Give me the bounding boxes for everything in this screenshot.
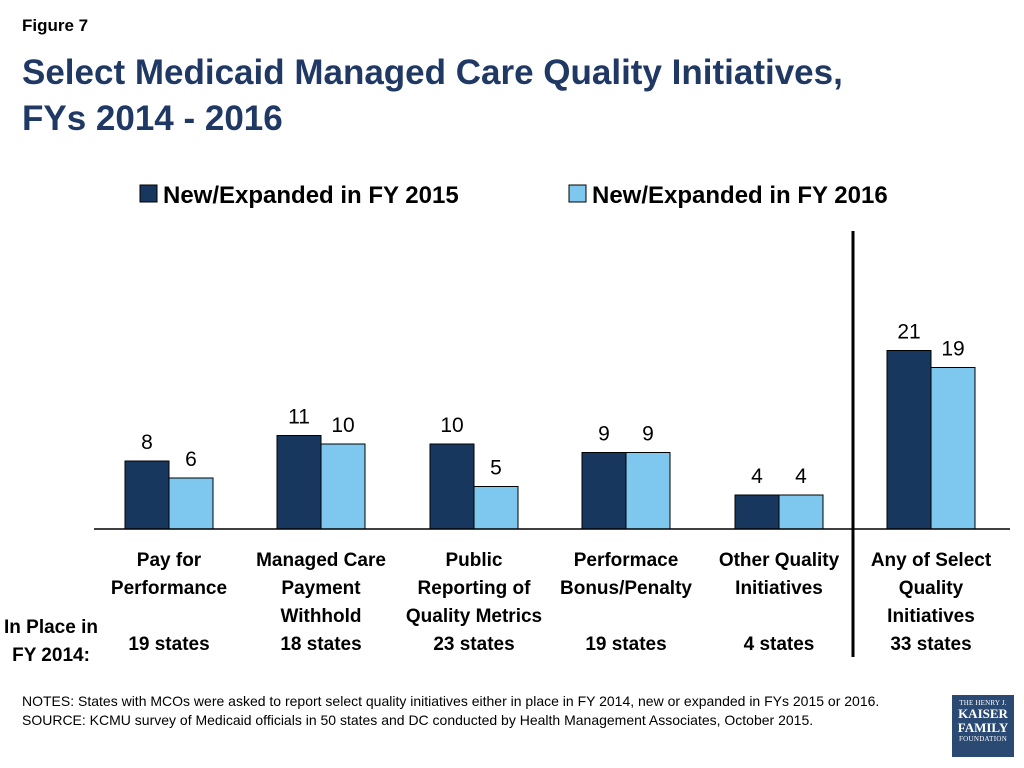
bar-s1-c5	[734, 494, 780, 530]
category-label-c2-l2: Payment	[281, 578, 361, 599]
category-label-c5-l2: Initiatives	[735, 578, 823, 599]
legend-label-1: New/Expanded in FY 2015	[163, 182, 459, 209]
in-place-label-l2: FY 2014:	[12, 645, 90, 666]
logo-line-2: KAISER	[958, 706, 1008, 721]
bar-s1-c1	[124, 460, 170, 530]
data-label-s2-c5: 4	[795, 465, 807, 488]
category-label-c2-l1: Managed Care	[256, 550, 386, 571]
title-line-2: FYs 2014 - 2016	[22, 99, 283, 138]
data-label-s1-c1: 8	[141, 431, 153, 454]
bar-s1-c2	[276, 435, 322, 530]
category-label-c4-l1: Performace	[574, 550, 679, 571]
data-label-s2-c4: 9	[642, 423, 654, 446]
data-label-s2-c6: 19	[941, 338, 964, 361]
in-place-value-c4: 19 states	[585, 634, 666, 655]
bar-s1-c6	[886, 350, 932, 530]
page-title: Select Medicaid Managed Care Quality Ini…	[22, 50, 922, 142]
legend-label-2: New/Expanded in FY 2016	[592, 182, 888, 209]
data-label-s1-c6: 21	[897, 321, 920, 344]
category-label-c1-l2: Performance	[111, 578, 227, 599]
data-label-s1-c4: 9	[598, 423, 610, 446]
data-label-s2-c3: 5	[490, 457, 502, 480]
bar-s2-c5	[778, 494, 824, 530]
logo-line-4: FOUNDATION	[958, 735, 1008, 743]
category-label-c2-l3: Withhold	[280, 606, 361, 627]
bar-s2-c4	[625, 452, 671, 530]
category-label-c3-l2: Reporting of	[418, 578, 532, 599]
category-label-c6-l1: Any of Select	[871, 550, 992, 571]
legend-swatch-2	[568, 184, 587, 203]
source-text: SOURCE: KCMU survey of Medicaid official…	[22, 712, 814, 728]
notes-text: NOTES: States with MCOs were asked to re…	[22, 693, 880, 709]
category-label-c6-l2: Quality	[899, 578, 964, 599]
data-label-s1-c2: 11	[288, 406, 310, 429]
data-label-s1-c5: 4	[751, 465, 763, 488]
in-place-value-c6: 33 states	[890, 634, 971, 655]
title-line-1: Select Medicaid Managed Care Quality Ini…	[22, 53, 843, 92]
legend-swatch-1	[139, 184, 158, 203]
bar-s2-c3	[473, 486, 519, 530]
bar-s2-c2	[320, 443, 366, 530]
category-label-c3-l1: Public	[445, 550, 502, 571]
category-label-c4-l2: Bonus/Penalty	[560, 578, 692, 599]
logo-line-3: FAMILY	[957, 720, 1009, 735]
category-label-c5-l1: Other Quality	[719, 550, 840, 571]
in-place-value-c3: 23 states	[433, 634, 514, 655]
logo-line-1: THE HENRY J.	[959, 699, 1007, 707]
data-label-s1-c3: 10	[440, 414, 463, 437]
in-place-value-c1: 19 states	[128, 634, 209, 655]
bar-chart: New/Expanded in FY 2015 New/Expanded in F…	[4, 182, 1010, 666]
category-label-c1-l1: Pay for	[137, 550, 202, 571]
kff-logo: THE HENRY J. KAISER FAMILY FOUNDATION	[952, 695, 1014, 757]
category-label-c6-l3: Initiatives	[887, 606, 975, 627]
footnotes: NOTES: States with MCOs were asked to re…	[22, 692, 922, 730]
bar-s1-c3	[429, 443, 475, 530]
category-label-c3-l3: Quality Metrics	[406, 606, 542, 627]
in-place-value-c2: 18 states	[280, 634, 361, 655]
bar-s2-c1	[168, 477, 214, 530]
data-label-s2-c2: 10	[331, 414, 354, 437]
bar-s2-c6	[930, 367, 976, 530]
bar-s1-c4	[581, 452, 627, 530]
in-place-label-l1: In Place in	[4, 617, 98, 638]
figure-label: Figure 7	[22, 16, 89, 35]
data-label-s2-c1: 6	[185, 448, 197, 471]
in-place-value-c5: 4 states	[744, 634, 815, 655]
